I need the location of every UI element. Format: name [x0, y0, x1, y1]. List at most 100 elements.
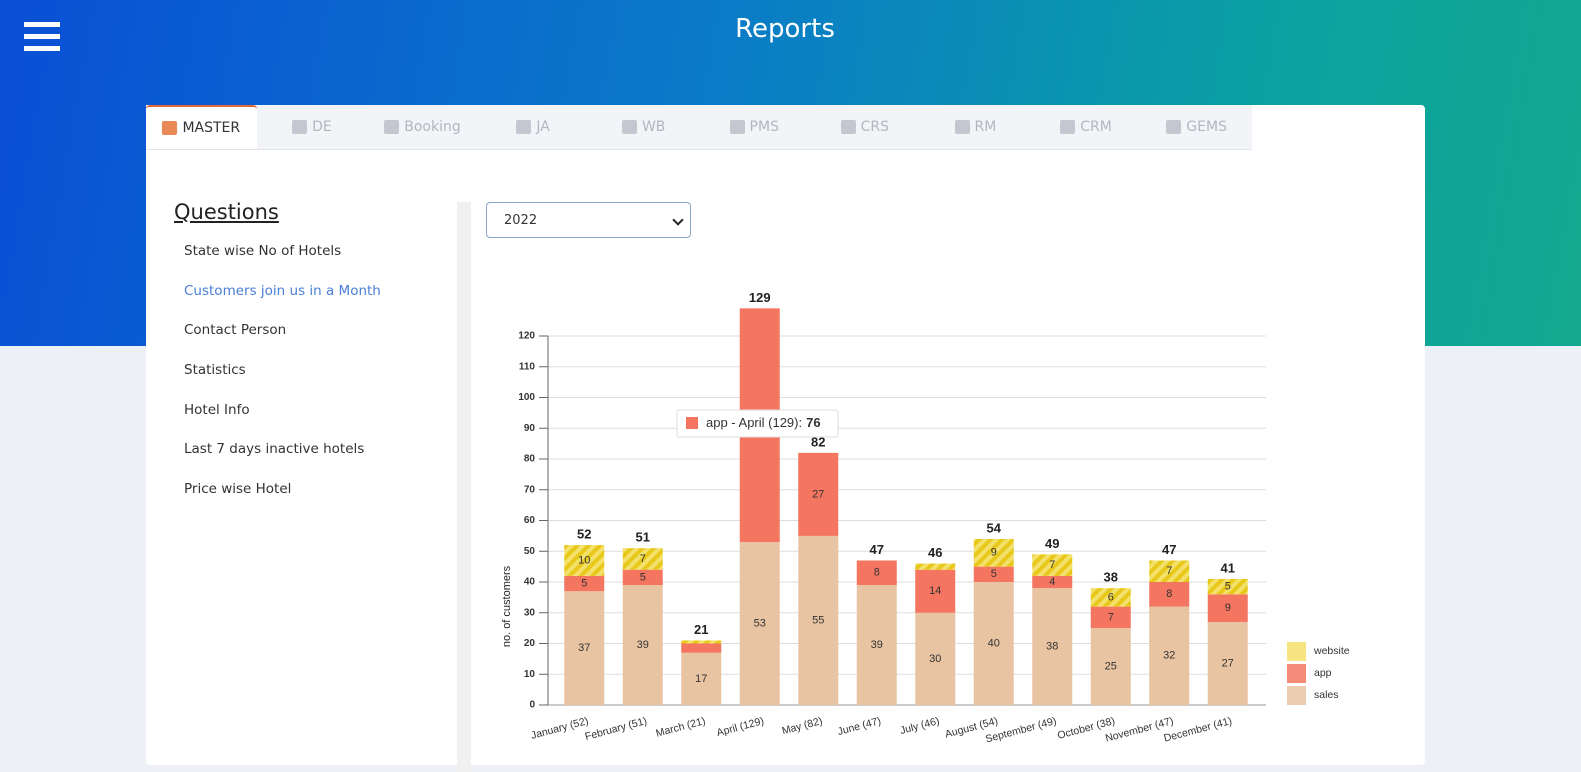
y-tick-label: 40 — [524, 577, 536, 588]
total-label: 51 — [636, 530, 650, 545]
question-item[interactable]: Last 7 days inactive hotels — [184, 441, 365, 458]
bar-segment — [681, 643, 722, 653]
scrollbar[interactable] — [457, 202, 471, 772]
y-tick-label: 50 — [524, 546, 536, 557]
bar-segment — [1032, 588, 1073, 705]
bar-segment — [856, 585, 897, 705]
tab[interactable]: GEMS — [1141, 105, 1252, 149]
y-tick-label: 60 — [524, 515, 536, 526]
tab-bar: MASTER DE Booking JA WB PMS CRS RM CRM GEMS — [146, 105, 1252, 150]
questions-title: Questions — [174, 200, 279, 224]
total-label: 129 — [749, 290, 771, 305]
tab[interactable]: MASTER — [146, 105, 257, 149]
bar-segment — [681, 652, 722, 705]
tab-label: Booking — [404, 119, 461, 135]
x-tick-label: January (52) — [530, 715, 590, 742]
bar-segment — [798, 452, 839, 536]
tab[interactable]: PMS — [699, 105, 810, 149]
segment-label: 10 — [578, 554, 590, 566]
segment-label: 30 — [929, 653, 941, 665]
total-label: 41 — [1221, 560, 1235, 575]
legend-swatch — [1287, 686, 1306, 705]
tab[interactable]: DE — [257, 105, 368, 149]
tab-icon — [621, 120, 637, 134]
segment-label: 4 — [1049, 576, 1055, 588]
bar-segment — [1149, 606, 1190, 705]
bar-segment — [564, 591, 605, 705]
menu-button[interactable] — [24, 22, 60, 58]
segment-label: 8 — [874, 567, 880, 579]
total-label: 52 — [577, 527, 591, 542]
tab-icon — [292, 120, 308, 134]
question-item[interactable]: State wise No of Hotels — [184, 243, 342, 259]
bar-segment — [856, 560, 897, 586]
y-tick-label: 0 — [529, 700, 535, 711]
question-item[interactable]: Customers join us in a Month — [184, 282, 381, 299]
x-tick-label: June (47) — [836, 715, 882, 738]
tooltip-value: 76 — [806, 415, 820, 430]
tab[interactable]: CRS — [810, 105, 921, 149]
y-tick-label: 10 — [524, 669, 536, 680]
bar-segment — [622, 569, 663, 586]
tab[interactable]: JA — [478, 105, 589, 149]
y-tick-label: 120 — [518, 331, 535, 342]
total-label: 54 — [987, 520, 1002, 535]
question-item[interactable]: Statistics — [184, 362, 246, 379]
tab-label: GEMS — [1186, 119, 1227, 135]
bar-segment — [1149, 582, 1190, 607]
bar-segment — [1090, 588, 1131, 607]
tab-icon — [516, 120, 532, 134]
segment-label: 5 — [581, 577, 587, 589]
bar-segment — [973, 582, 1014, 705]
chart: 0 10 20 30 40 50 60 70 80 90 100 110 120 no. of custo… — [501, 290, 1350, 746]
segment-label: 7 — [1166, 565, 1172, 577]
segment-label: 32 — [1163, 650, 1175, 662]
tab-icon — [729, 120, 745, 134]
question-item[interactable]: Hotel Info — [184, 401, 250, 418]
total-label: 47 — [1162, 542, 1176, 557]
y-tick-label: 20 — [524, 638, 536, 649]
y-axis-label: no. of customers — [501, 565, 513, 647]
bar-segment — [798, 535, 839, 705]
segment-label: 37 — [578, 642, 590, 654]
tab[interactable]: CRM — [1031, 105, 1142, 149]
tab-label: WB — [641, 119, 666, 135]
question-item[interactable]: Price wise Hotel — [184, 481, 292, 498]
bar-segment — [564, 575, 605, 592]
segment-label: 39 — [871, 639, 883, 651]
tab-icon — [954, 120, 970, 134]
bar-segment — [622, 585, 663, 705]
bar-segment — [1207, 594, 1248, 622]
tab[interactable]: WB — [588, 105, 699, 149]
tab-label: MASTER — [182, 120, 241, 136]
tooltip-label: app - April (129): — [706, 415, 802, 430]
bar-segment — [681, 640, 722, 644]
total-label: 46 — [928, 545, 942, 560]
tab-icon — [1166, 120, 1182, 134]
tab-label: DE — [312, 119, 332, 135]
tab[interactable]: RM — [920, 105, 1031, 149]
legend-swatch — [1287, 642, 1306, 661]
total-label: 49 — [1045, 536, 1059, 551]
segment-label: 53 — [754, 617, 766, 629]
segment-label: 40 — [988, 637, 1000, 649]
tooltip-text: app - April (129): 76 — [706, 415, 821, 430]
x-tick-label: May (82) — [781, 715, 824, 737]
y-tick-label: 30 — [524, 607, 536, 618]
y-tick-label: 110 — [519, 361, 536, 372]
tab-label: CRS — [860, 119, 890, 135]
segment-label: 17 — [695, 673, 707, 685]
x-tick-label: July (46) — [899, 715, 941, 737]
segment-label: 38 — [1046, 640, 1058, 652]
question-item[interactable]: Contact Person — [184, 322, 287, 339]
segment-label: 7 — [640, 553, 646, 565]
bar-segment — [739, 542, 780, 705]
legend-label: app — [1314, 667, 1332, 679]
legend-swatch — [1287, 664, 1306, 683]
x-tick-label: April (129) — [715, 715, 765, 739]
year-select[interactable]: 2022 — [486, 202, 691, 238]
question-list: State wise No of Hotels Customers join us… — [184, 243, 381, 521]
y-tick-label: 90 — [524, 423, 536, 434]
tab[interactable]: Booking — [367, 105, 478, 149]
segment-label: 5 — [640, 571, 646, 583]
